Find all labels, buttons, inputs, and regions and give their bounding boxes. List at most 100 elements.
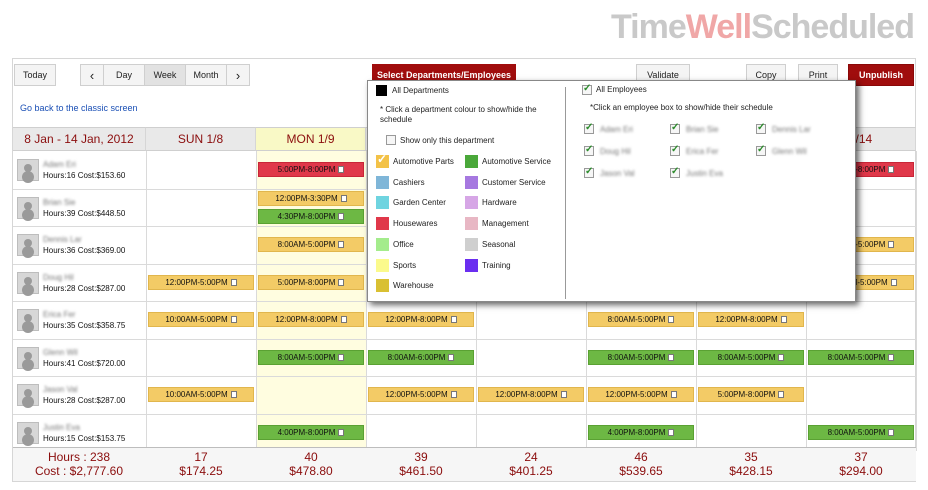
copy-icon[interactable] bbox=[888, 166, 895, 173]
copy-icon[interactable] bbox=[778, 353, 785, 361]
shift-block[interactable]: 12:00PM-8:00PM bbox=[258, 312, 364, 327]
copy-icon[interactable] bbox=[888, 353, 895, 361]
employee-checkbox[interactable] bbox=[670, 122, 680, 134]
department-swatch[interactable]: ✓ bbox=[376, 152, 389, 168]
prev-week-button[interactable]: ‹ bbox=[80, 64, 104, 86]
copy-icon[interactable] bbox=[780, 316, 787, 323]
department-swatch[interactable] bbox=[376, 196, 389, 210]
department-swatch[interactable] bbox=[376, 217, 389, 231]
employee-checkbox[interactable] bbox=[756, 122, 766, 134]
classic-screen-link[interactable]: Go back to the classic screen bbox=[20, 103, 138, 113]
copy-icon[interactable] bbox=[338, 278, 345, 286]
department-label[interactable]: Seasonal bbox=[482, 239, 516, 249]
department-swatch[interactable] bbox=[465, 175, 478, 189]
copy-icon[interactable] bbox=[338, 212, 345, 220]
copy-icon[interactable] bbox=[340, 194, 347, 202]
employee-row-0[interactable]: Adam Eri Hours:16 Cost:$153.60 bbox=[17, 155, 145, 185]
employee-row-2[interactable]: Dennis Lar Hours:36 Cost:$369.00 bbox=[17, 230, 145, 260]
copy-icon[interactable] bbox=[888, 428, 895, 436]
copy-icon[interactable] bbox=[340, 316, 347, 323]
copy-icon[interactable] bbox=[888, 241, 895, 248]
employee-checkbox[interactable] bbox=[584, 166, 594, 178]
shift-block[interactable]: 5:00PM-8:00PM bbox=[258, 274, 364, 290]
shift-block[interactable]: 12:00PM-8:00PM bbox=[368, 312, 474, 327]
copy-icon[interactable] bbox=[450, 316, 457, 323]
copy-icon[interactable] bbox=[668, 316, 675, 323]
shift-block[interactable]: 8:00AM-6:00PM bbox=[368, 349, 474, 365]
department-swatch[interactable] bbox=[465, 155, 478, 168]
department-label[interactable]: Garden Center bbox=[393, 198, 446, 208]
shift-block[interactable]: 8:00AM-5:00PM bbox=[588, 349, 694, 365]
shift-block[interactable]: 5:00PM-8:00PM bbox=[258, 162, 364, 177]
department-swatch[interactable] bbox=[376, 279, 389, 293]
copy-icon[interactable] bbox=[230, 391, 237, 398]
copy-icon[interactable] bbox=[338, 166, 345, 173]
department-swatch[interactable] bbox=[465, 237, 478, 251]
week-view-button[interactable]: Week bbox=[144, 64, 186, 86]
copy-icon[interactable] bbox=[230, 278, 237, 286]
copy-icon[interactable] bbox=[668, 428, 675, 436]
shift-block[interactable]: 12:00PM-3:30PM bbox=[258, 190, 364, 206]
day-view-button[interactable]: Day bbox=[103, 64, 145, 86]
employee-checkbox[interactable] bbox=[584, 122, 594, 134]
copy-icon[interactable] bbox=[668, 353, 675, 361]
today-button[interactable]: Today bbox=[14, 64, 56, 86]
department-swatch[interactable] bbox=[465, 217, 478, 231]
employee-checkbox[interactable] bbox=[584, 144, 594, 156]
shift-block[interactable]: 12:00PM-8:00PM bbox=[698, 312, 804, 327]
copy-icon[interactable] bbox=[338, 241, 345, 248]
shift-block[interactable]: 4:00PM-8:00PM bbox=[588, 424, 694, 440]
department-label[interactable]: Housewares bbox=[393, 219, 438, 229]
department-label[interactable]: Automotive Service bbox=[482, 157, 551, 166]
all-departments-label[interactable]: All Departments bbox=[392, 86, 449, 95]
show-only-department-checkbox[interactable] bbox=[386, 135, 396, 145]
shift-block[interactable]: 8:00AM-5:00PM bbox=[588, 312, 694, 327]
department-swatch[interactable] bbox=[376, 237, 389, 251]
shift-block[interactable]: 8:00AM-5:00PM bbox=[698, 349, 804, 365]
all-employees-checkbox[interactable] bbox=[582, 83, 592, 95]
shift-block[interactable]: 4:00PM-8:00PM bbox=[258, 424, 364, 440]
copy-icon[interactable] bbox=[670, 391, 677, 398]
copy-icon[interactable] bbox=[560, 391, 567, 398]
department-label[interactable]: Training bbox=[482, 260, 511, 270]
next-week-button[interactable]: › bbox=[226, 64, 250, 86]
unpublish-button[interactable]: Unpublish bbox=[848, 64, 914, 86]
employee-checkbox[interactable] bbox=[670, 144, 680, 156]
department-label[interactable]: Office bbox=[393, 239, 414, 249]
shift-block[interactable]: 12:00PM-5:00PM bbox=[368, 387, 474, 402]
copy-icon[interactable] bbox=[890, 278, 897, 286]
all-departments-swatch[interactable] bbox=[376, 85, 387, 96]
shift-block[interactable]: 8:00AM-5:00PM bbox=[808, 424, 914, 440]
day-header-1[interactable]: MON 1/9 bbox=[256, 127, 366, 151]
copy-icon[interactable] bbox=[448, 353, 455, 361]
employee-checkbox[interactable] bbox=[756, 144, 766, 156]
copy-icon[interactable] bbox=[338, 353, 345, 361]
employee-row-1[interactable]: Brian Sie Hours:39 Cost:$448.50 bbox=[17, 193, 145, 223]
employee-row-6[interactable]: Jason Val Hours:28 Cost:$287.00 bbox=[17, 380, 145, 410]
shift-block[interactable]: 4:30PM-8:00PM bbox=[258, 208, 364, 224]
employee-row-4[interactable]: Erica Fer Hours:35 Cost:$358.75 bbox=[17, 305, 145, 335]
employee-checkbox[interactable] bbox=[670, 166, 680, 178]
department-swatch[interactable] bbox=[465, 258, 478, 272]
department-swatch[interactable] bbox=[376, 258, 389, 272]
copy-icon[interactable] bbox=[230, 316, 237, 323]
shift-block[interactable]: 8:00AM-5:00PM bbox=[808, 349, 914, 365]
department-label[interactable]: Cashiers bbox=[393, 177, 425, 187]
shift-block[interactable]: 10:00AM-5:00PM bbox=[148, 312, 254, 327]
shift-block[interactable]: 8:00AM-5:00PM bbox=[258, 237, 364, 252]
employee-row-3[interactable]: Doug Hil Hours:28 Cost:$287.00 bbox=[17, 268, 145, 298]
copy-icon[interactable] bbox=[450, 391, 457, 398]
shift-block[interactable]: 8:00AM-5:00PM bbox=[258, 349, 364, 365]
copy-icon[interactable] bbox=[338, 428, 345, 436]
shift-block[interactable]: 10:00AM-5:00PM bbox=[148, 387, 254, 402]
copy-icon[interactable] bbox=[778, 391, 785, 398]
shift-block[interactable]: 12:00PM-5:00PM bbox=[588, 387, 694, 402]
shift-block[interactable]: 5:00PM-8:00PM bbox=[698, 387, 804, 402]
shift-block[interactable]: 12:00PM-5:00PM bbox=[148, 274, 254, 290]
department-swatch[interactable] bbox=[465, 196, 478, 210]
department-label[interactable]: Warehouse bbox=[393, 281, 434, 291]
employee-row-7[interactable]: Justin Eva Hours:15 Cost:$153.75 bbox=[17, 418, 145, 448]
department-label[interactable]: Customer Service bbox=[482, 177, 546, 187]
shift-block[interactable]: 12:00PM-8:00PM bbox=[478, 387, 584, 402]
department-swatch[interactable] bbox=[376, 175, 389, 189]
